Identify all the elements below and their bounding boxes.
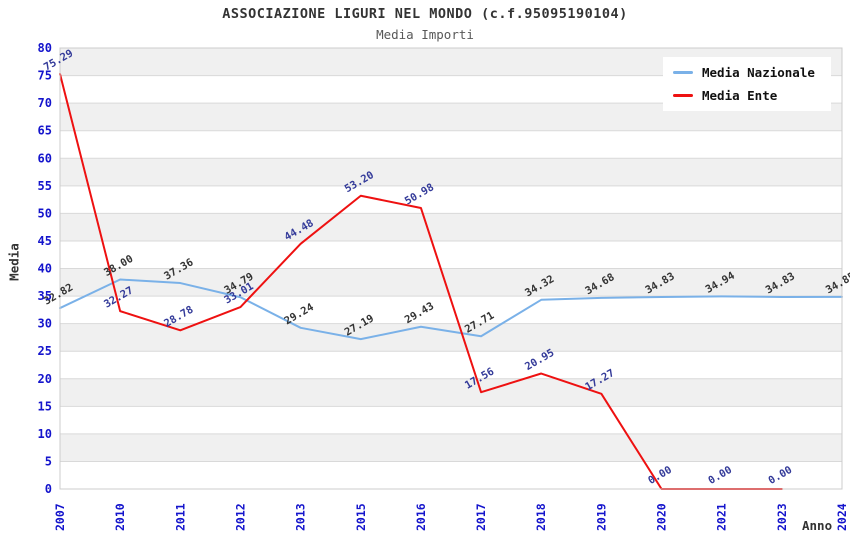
y-tick-label: 80 <box>38 41 52 55</box>
x-tick-label: 2019 <box>594 503 608 531</box>
plot-band <box>60 213 842 241</box>
x-tick-label: 2024 <box>835 503 849 531</box>
y-tick-label: 60 <box>38 151 52 165</box>
x-tick-label: 2018 <box>534 503 548 531</box>
y-tick-label: 25 <box>38 344 52 358</box>
x-tick-label: 2007 <box>53 503 67 531</box>
y-tick-label: 50 <box>38 206 52 220</box>
x-tick-label: 2017 <box>474 503 488 531</box>
legend-label-media-ente: Media Ente <box>702 88 778 103</box>
x-tick-label: 2012 <box>233 503 247 531</box>
y-tick-label: 30 <box>38 317 52 331</box>
plot-band <box>60 433 842 462</box>
data-label: 29.43 <box>403 300 436 326</box>
y-tick-label: 35 <box>38 289 52 303</box>
series-line-media-nazionale <box>59 278 843 341</box>
y-tick-label: 15 <box>38 399 52 413</box>
plot-band <box>60 158 842 186</box>
data-label: 0.00 <box>646 464 674 487</box>
media-nazionale-line-swatch <box>673 71 693 74</box>
y-tick-label: 40 <box>38 262 52 276</box>
y-tick-label: 55 <box>38 179 52 193</box>
plot-band <box>60 378 842 407</box>
x-tick-label: 2013 <box>294 503 308 531</box>
y-tick-label: 20 <box>38 372 52 386</box>
data-label: 0.00 <box>766 464 794 487</box>
y-tick-label: 10 <box>38 427 52 441</box>
legend-item-media-nazionale: Media Nazionale <box>673 65 815 80</box>
plot-band <box>60 323 842 352</box>
x-tick-label: 2021 <box>715 503 729 531</box>
y-tick-label: 65 <box>38 124 52 138</box>
y-tick-label: 0 <box>45 482 52 496</box>
x-tick-label: 2011 <box>173 503 187 531</box>
y-axis-title: Media <box>6 243 22 281</box>
media-ente-line-swatch <box>673 94 693 97</box>
chart-subtitle: Media Importi <box>376 27 474 42</box>
y-tick-label: 5 <box>45 454 52 468</box>
x-tick-label: 2015 <box>354 503 368 531</box>
y-tick-label: 75 <box>38 69 52 83</box>
x-axis-title: Anno <box>802 518 833 533</box>
x-tick-label: 2020 <box>655 503 669 531</box>
legend-item-media-ente: Media Ente <box>673 88 815 103</box>
x-tick-label: 2016 <box>414 503 428 531</box>
legend: Media Nazionale Media Ente <box>663 57 831 111</box>
y-tick-label: 45 <box>38 234 52 248</box>
data-label: 0.00 <box>706 464 734 487</box>
chart-title: ASSOCIAZIONE LIGURI NEL MONDO (c.f.95095… <box>222 6 628 22</box>
legend-label-media-nazionale: Media Nazionale <box>702 65 815 80</box>
plot-border <box>59 47 843 490</box>
plot-band <box>60 268 842 297</box>
y-tick-label: 70 <box>38 96 52 110</box>
x-tick-label: 2010 <box>113 503 127 531</box>
x-tick-label: 2023 <box>775 503 789 531</box>
